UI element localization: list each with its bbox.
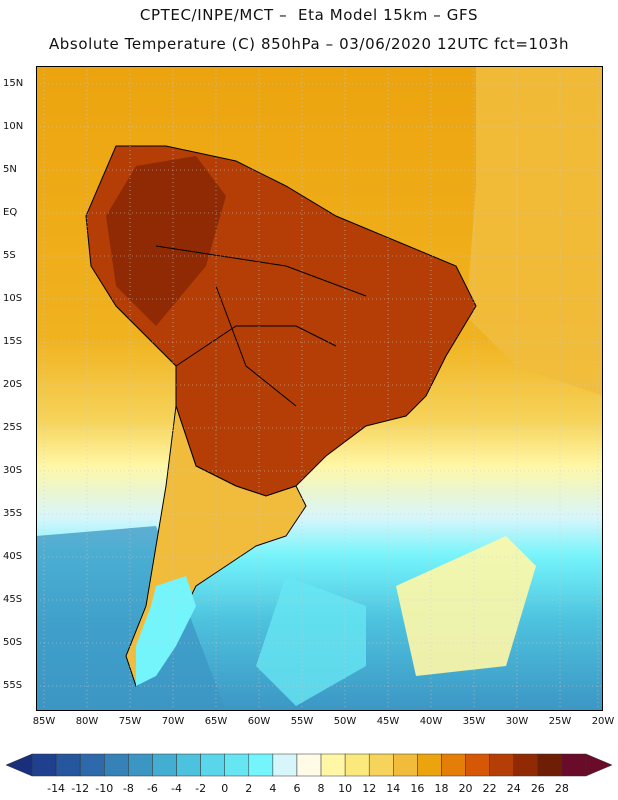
lon-label: 80W — [75, 716, 99, 727]
lat-label: 5N — [3, 164, 17, 175]
lon-label: 50W — [333, 716, 357, 727]
lat-label: 20S — [3, 379, 23, 390]
chart-title-line2: Absolute Temperature (C) 850hPa – 03/06/… — [48, 35, 570, 53]
colorbar-label: 6 — [293, 782, 301, 795]
colorbar-segment — [248, 753, 274, 777]
colorbar-label: -8 — [122, 782, 134, 795]
colorbar-label: -6 — [146, 782, 158, 795]
colorbar-label: 16 — [410, 782, 425, 795]
continent-hot-core — [106, 156, 226, 326]
lon-label: 30W — [505, 716, 529, 727]
colorbar-label: 0 — [221, 782, 229, 795]
colorbar-label: -10 — [95, 782, 114, 795]
colorbar-segment — [393, 753, 418, 777]
lat-label: 30S — [3, 465, 23, 476]
colorbar-label: -2 — [195, 782, 207, 795]
lon-label: 65W — [204, 716, 228, 727]
colorbar-segment — [272, 753, 298, 777]
colorbar-segments — [6, 753, 612, 777]
colorbar-segment — [296, 753, 322, 777]
lat-label: 55S — [3, 680, 23, 691]
colorbar-segment — [561, 753, 587, 777]
colorbar-segment — [104, 753, 129, 777]
colorbar-segment — [344, 753, 370, 777]
colorbar-segment — [200, 753, 225, 777]
colorbar-label: 14 — [386, 782, 401, 795]
colorbar-segment — [128, 753, 153, 777]
lon-label: 85W — [32, 716, 56, 727]
border-line-1 — [155, 245, 367, 297]
colorbar-label: -14 — [47, 782, 66, 795]
temperature-map — [36, 66, 603, 711]
colorbar-label: 28 — [554, 782, 569, 795]
lat-label: 40S — [3, 551, 23, 562]
lat-label: 45S — [3, 594, 23, 605]
colorbar-label: 20 — [458, 782, 473, 795]
lat-label: 5S — [3, 250, 16, 261]
lon-label: 25W — [548, 716, 572, 727]
colorbar-label: 22 — [482, 782, 497, 795]
cool-patch — [256, 576, 366, 706]
colorbar-label: 2 — [245, 782, 253, 795]
colorbar-segment — [368, 753, 394, 777]
colorbar-segment — [320, 753, 346, 777]
colorbar-segment — [513, 753, 539, 777]
lat-label: 35S — [3, 508, 23, 519]
colorbar-segment — [79, 753, 105, 777]
colorbar-segment — [489, 753, 514, 777]
lat-label: 15S — [3, 336, 23, 347]
colorbar-label: 12 — [362, 782, 377, 795]
colorbar-label: 8 — [317, 782, 325, 795]
colorbar-label: 24 — [506, 782, 521, 795]
lon-label: 75W — [118, 716, 142, 727]
lat-label: 15N — [3, 78, 24, 89]
patagonia-cool — [136, 576, 196, 686]
lon-label: 60W — [247, 716, 271, 727]
lon-label: 45W — [376, 716, 400, 727]
colorbar-right-arrow — [585, 753, 612, 777]
border-line-2 — [215, 285, 297, 407]
lat-label: EQ — [3, 207, 18, 218]
colorbar-label: 18 — [434, 782, 449, 795]
colorbar-left-arrow — [6, 753, 33, 777]
map-border — [36, 66, 603, 711]
colorbar — [6, 753, 612, 777]
colorbar-segment — [176, 753, 201, 777]
colorbar-label: 26 — [530, 782, 545, 795]
ocean-northeast — [466, 66, 603, 396]
lat-label: 10N — [3, 121, 24, 132]
colorbar-segment — [441, 753, 466, 777]
colorbar-segment — [152, 753, 177, 777]
colorbar-segment — [537, 753, 563, 777]
colorbar-segment — [465, 753, 490, 777]
lat-label: 25S — [3, 422, 23, 433]
colorbar-segment — [224, 753, 250, 777]
map-gridlines — [36, 66, 603, 711]
lon-label: 35W — [462, 716, 486, 727]
colorbar-label: 4 — [269, 782, 277, 795]
lon-label: 70W — [161, 716, 185, 727]
colorbar-label: -12 — [71, 782, 90, 795]
lon-label: 20W — [591, 716, 615, 727]
border-line-3 — [175, 325, 337, 367]
lat-label: 10S — [3, 293, 23, 304]
colorbar-label: -4 — [171, 782, 182, 795]
lon-label: 55W — [290, 716, 314, 727]
colorbar-segment — [55, 753, 81, 777]
ocean-southwest — [36, 526, 226, 711]
lon-label: 40W — [419, 716, 443, 727]
colorbar-label: 10 — [338, 782, 353, 795]
colorbar-segment — [417, 753, 442, 777]
lat-label: 50S — [3, 637, 23, 648]
chart-title-line1: CPTEC/INPE/MCT – Eta Model 15km – GFS — [139, 6, 479, 24]
colorbar-segment — [31, 753, 57, 777]
